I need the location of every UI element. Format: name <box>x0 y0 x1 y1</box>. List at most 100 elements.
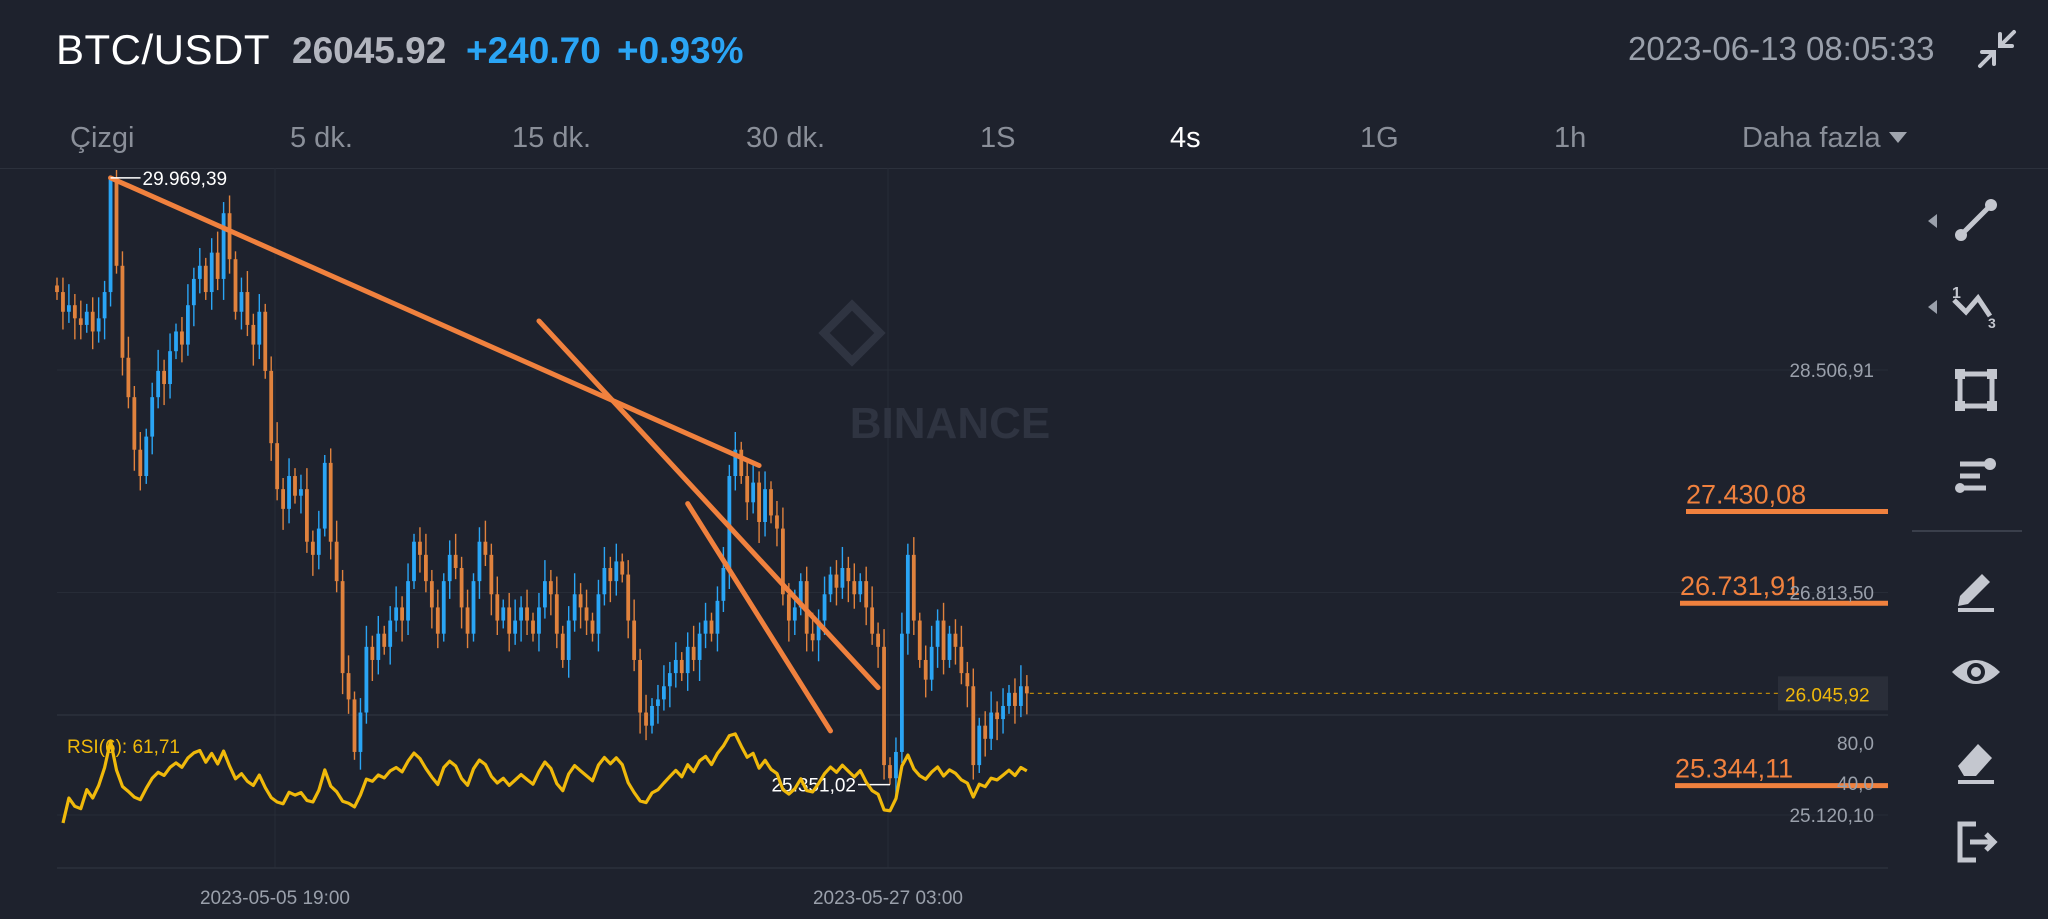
price-chart[interactable]: BINANCE 27.430,08 26.731,91 25.344,11 26.0… <box>0 168 1910 919</box>
horizontal-levels: 27.430,08 26.731,91 25.344,11 <box>1675 479 1888 789</box>
candle <box>602 546 607 606</box>
candle <box>905 543 910 655</box>
candle <box>858 573 863 603</box>
candle <box>72 294 77 340</box>
candle <box>709 612 714 642</box>
candle-body <box>400 607 404 621</box>
candle-body <box>650 705 654 726</box>
candle <box>376 615 381 675</box>
candle-body <box>507 607 512 634</box>
candle-body <box>560 633 565 660</box>
candle <box>310 530 315 576</box>
candle <box>852 563 857 609</box>
candle-body <box>67 305 71 312</box>
exit-icon[interactable] <box>1946 812 2006 872</box>
candle-body <box>388 620 393 647</box>
candle-body <box>61 292 65 312</box>
candle-body <box>489 554 494 595</box>
candle-body <box>1013 692 1017 706</box>
candle <box>513 599 518 645</box>
candle <box>537 592 541 652</box>
candle <box>900 612 904 764</box>
candle-body <box>429 581 434 608</box>
candle-body <box>905 554 910 634</box>
candle-body <box>471 581 476 634</box>
tab-1d[interactable]: 1G <box>1360 122 1399 154</box>
tab-1h[interactable]: 1S <box>980 122 1016 154</box>
tab-30m[interactable]: 30 dk. <box>746 122 825 154</box>
candle-body <box>424 554 428 582</box>
candle-body <box>281 489 285 509</box>
candle <box>656 684 660 724</box>
trend-line <box>685 501 833 734</box>
x-axis-label: 2023-05-05 19:00 <box>200 888 350 909</box>
candle <box>483 520 488 567</box>
candle <box>453 533 458 580</box>
candle <box>763 471 767 537</box>
tab-line[interactable]: Çizgi <box>70 122 135 154</box>
level-label: 25.344,11 <box>1675 754 1793 784</box>
candle <box>215 231 220 291</box>
watermark: BINANCE <box>850 399 1050 448</box>
tab-15m[interactable]: 15 dk. <box>512 122 591 154</box>
candle-body <box>900 633 904 752</box>
candle-body <box>888 765 892 779</box>
candle-body <box>316 528 321 555</box>
candle <box>67 284 71 323</box>
position-icon[interactable] <box>1946 446 2006 506</box>
candle-body <box>513 620 518 634</box>
candle-body <box>995 712 999 720</box>
trend-line-icon[interactable] <box>1928 190 2006 250</box>
tab-4h[interactable]: 4s <box>1170 122 1201 154</box>
candle <box>983 711 988 757</box>
y-axis-label: 28.506,91 <box>1789 361 1874 382</box>
candle-body <box>703 620 708 634</box>
tab-1w[interactable]: 1h <box>1554 122 1587 154</box>
candle <box>995 701 999 741</box>
candle <box>233 251 238 320</box>
candle <box>834 560 839 606</box>
candle <box>322 454 327 537</box>
candle-body <box>852 581 857 595</box>
candle <box>715 586 720 652</box>
current-price-label-bg <box>1778 676 1888 711</box>
collapse-arrows-icon[interactable] <box>1976 28 2018 70</box>
candle-body <box>751 482 756 503</box>
candle-body <box>245 292 250 325</box>
candle-body <box>156 370 161 398</box>
rectangle-icon[interactable] <box>1946 360 2006 420</box>
candle-body <box>138 449 143 477</box>
candle <box>239 277 244 330</box>
candle <box>316 510 321 570</box>
trend-lines <box>108 175 881 734</box>
candle <box>578 583 583 629</box>
candle-body <box>293 476 297 496</box>
expand-arrow-icon[interactable] <box>1928 214 1937 228</box>
candle <box>275 422 280 501</box>
eraser-icon[interactable] <box>1946 728 2006 788</box>
candle <box>209 238 214 310</box>
candle <box>180 317 184 363</box>
candle <box>965 661 970 708</box>
candle-body <box>168 351 172 385</box>
x-axis-label: 2023-05-27 03:00 <box>813 888 963 909</box>
candle <box>947 625 952 668</box>
candle-body <box>953 633 958 647</box>
candle-body <box>638 659 642 713</box>
eye-icon[interactable] <box>1946 642 2006 702</box>
pen-icon[interactable] <box>1946 556 2006 616</box>
candle <box>1007 684 1011 714</box>
candle-body <box>102 292 107 319</box>
candle <box>673 642 678 688</box>
expand-arrow-icon[interactable] <box>1928 300 1937 314</box>
candle <box>293 468 297 504</box>
candle <box>388 606 393 665</box>
tab-5m[interactable]: 5 dk. <box>290 122 353 154</box>
candle-body <box>846 567 851 582</box>
candle <box>465 589 470 649</box>
candle <box>435 589 440 649</box>
candle <box>263 303 268 379</box>
candle-body <box>769 489 773 516</box>
tab-more[interactable]: Daha fazla <box>1742 122 1907 155</box>
